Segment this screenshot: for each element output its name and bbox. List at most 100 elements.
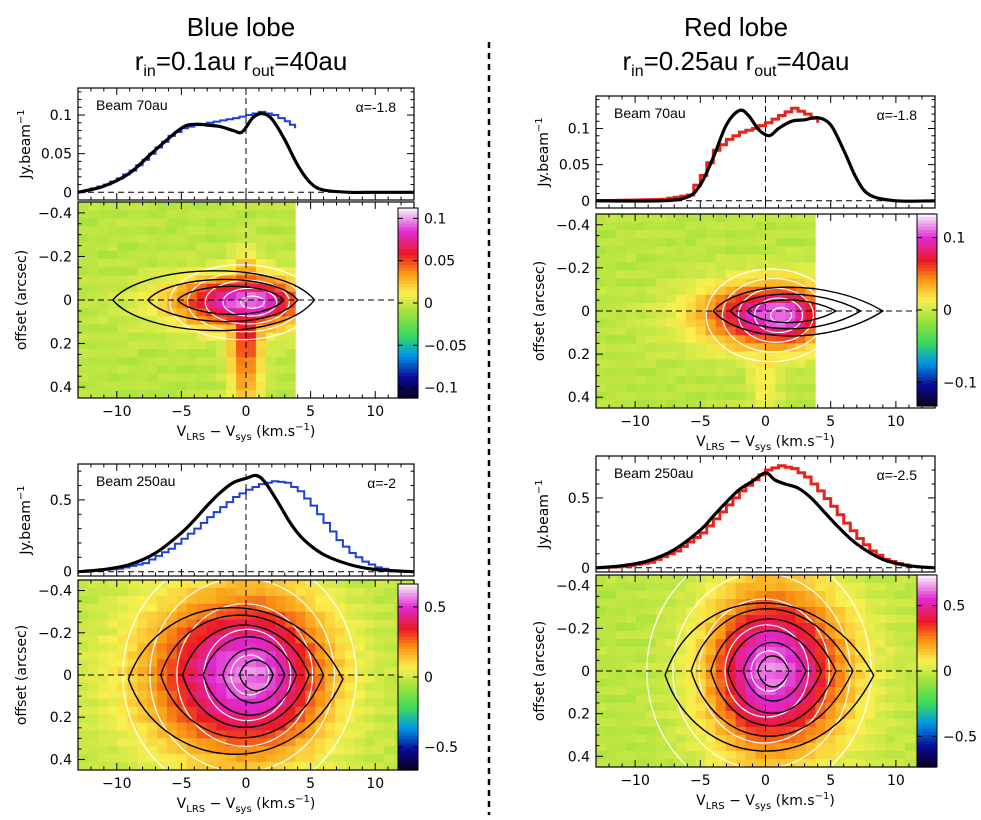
pv-cell	[615, 711, 627, 720]
pv-cell	[305, 627, 316, 637]
pv-cell	[625, 270, 637, 280]
colorbar-step	[917, 329, 937, 333]
pv-cell	[725, 214, 737, 223]
pv-cell	[344, 667, 356, 676]
pv-cell	[855, 599, 866, 608]
pv-cell	[285, 762, 297, 770]
pv-cell	[295, 667, 306, 676]
pv-cell	[127, 324, 138, 334]
pv-cell	[265, 283, 277, 293]
pv-cell	[596, 294, 607, 304]
colorbar-step	[917, 370, 937, 375]
pv-cell	[635, 367, 647, 377]
colorbar-step	[398, 608, 418, 613]
pv-cell	[206, 635, 217, 644]
pv-cell	[285, 324, 296, 334]
pv-cell	[216, 762, 227, 770]
pv-cell	[305, 730, 316, 739]
pv-cell	[117, 218, 129, 228]
pv-cell	[147, 611, 158, 621]
pv-cell	[78, 627, 89, 637]
pv-cell	[875, 751, 886, 760]
pv-cell	[147, 340, 158, 350]
pv-cell	[855, 743, 866, 752]
model-contour	[753, 297, 804, 334]
pv-cell	[615, 319, 627, 328]
pv-cell	[735, 302, 747, 312]
pv-cell	[725, 286, 737, 296]
pv-cell	[117, 226, 129, 236]
pv-cell	[117, 746, 129, 755]
pv-cell	[137, 300, 148, 309]
pv-cell	[186, 283, 198, 293]
pv-cell	[875, 639, 886, 648]
pv-cell	[885, 671, 896, 680]
pv-cell	[715, 735, 727, 744]
pv-cell	[384, 619, 395, 629]
pv-cell	[354, 580, 366, 589]
pv-cell	[695, 703, 707, 712]
pv-cell	[97, 619, 109, 629]
pv-cell	[325, 682, 336, 692]
pv-cell	[755, 399, 767, 408]
colorbar-step	[398, 312, 418, 317]
pv-cell	[835, 695, 846, 704]
pv-cell	[216, 210, 227, 219]
pv-cell	[87, 714, 99, 724]
pv-cell	[635, 238, 647, 247]
pv-cell	[275, 357, 287, 366]
colorbar-step	[917, 396, 937, 401]
pv-cell	[236, 627, 247, 637]
pv-cell	[147, 754, 158, 763]
pv-cell	[805, 311, 816, 320]
pv-cell	[226, 746, 237, 755]
pv-cell	[775, 607, 787, 616]
pv-cell	[78, 349, 89, 358]
pv-cell	[255, 242, 267, 252]
pv-cell	[675, 367, 687, 377]
pv-cell	[775, 583, 787, 592]
pv-cell	[305, 682, 316, 692]
pv-cell	[255, 722, 267, 732]
pv-cell	[615, 623, 627, 632]
pv-cell	[715, 583, 727, 592]
pv-cell	[665, 327, 677, 336]
pv-cell	[705, 759, 717, 767]
pv-cell	[255, 730, 267, 739]
pv-cell	[875, 615, 886, 624]
pv-cell	[107, 619, 119, 629]
pv-cell	[695, 367, 707, 377]
pv-cell	[97, 698, 109, 708]
colorbar-step	[398, 274, 418, 279]
pv-cell	[196, 308, 208, 317]
pv-cell	[255, 603, 267, 613]
pv-cell	[97, 667, 109, 676]
pv-cell	[255, 698, 267, 708]
colorbar-step	[398, 341, 418, 345]
pv-cell	[117, 357, 129, 366]
pv-cell	[246, 308, 257, 317]
pv-cell	[735, 311, 747, 320]
pv-cell	[755, 367, 767, 377]
pv-cell	[665, 311, 677, 320]
pv-cell	[246, 332, 257, 342]
pv-cell	[236, 746, 247, 755]
pv-cell	[645, 607, 657, 616]
pv-cell	[605, 254, 617, 264]
pv-cell	[107, 667, 119, 676]
pv-cell	[755, 703, 767, 712]
pv-cell	[275, 381, 287, 391]
pv-cell	[246, 714, 257, 724]
pv-cell	[605, 262, 617, 272]
pv-cell	[255, 267, 267, 277]
pv-cell	[196, 627, 208, 637]
pv-cell	[265, 300, 277, 309]
pv-cell	[725, 663, 737, 672]
pv-cell	[815, 727, 826, 736]
pv-cell	[715, 743, 727, 752]
pv-cell	[226, 300, 237, 309]
pv-cell	[785, 222, 797, 231]
pv-cell	[845, 615, 856, 624]
colorbar-step	[917, 214, 937, 218]
